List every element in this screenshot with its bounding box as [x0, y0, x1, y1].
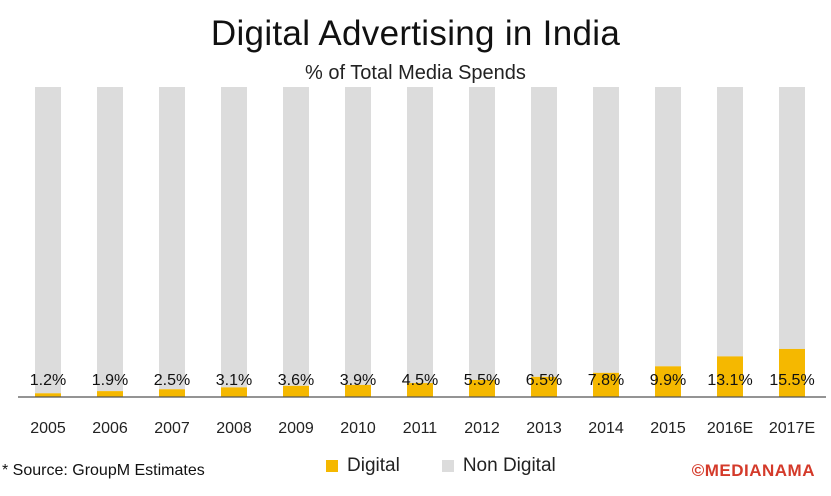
bar-digital-2009	[283, 385, 309, 397]
legend-swatch-non-digital	[441, 460, 454, 472]
bar-non-digital-2008	[221, 87, 247, 388]
x-tick-label-2007: 2007	[154, 420, 190, 437]
x-tick-label-2013: 2013	[526, 420, 562, 437]
bar-digital-2007	[159, 389, 185, 397]
bars-layer	[35, 87, 805, 397]
data-label-2009: 3.6%	[278, 372, 314, 389]
x-tick-label-2017E: 2017E	[769, 420, 815, 437]
bar-non-digital-2005	[35, 87, 61, 394]
x-tick-label-2015: 2015	[650, 420, 686, 437]
bar-digital-2012	[469, 379, 495, 397]
x-tick-label-2008: 2008	[216, 420, 252, 437]
data-label-2008: 3.1%	[216, 372, 252, 389]
bar-digital-2013	[531, 376, 557, 397]
bar-digital-2015	[655, 366, 681, 397]
bar-non-digital-2012	[469, 87, 495, 380]
x-tick-label-2016E: 2016E	[707, 420, 753, 437]
bar-digital-2006	[97, 391, 123, 397]
bar-digital-2005	[35, 393, 61, 397]
data-label-2006: 1.9%	[92, 372, 128, 389]
legend-item-digital: Digital	[326, 455, 400, 477]
x-tick-label-2005: 2005	[30, 420, 66, 437]
x-tick-label-2006: 2006	[92, 420, 128, 437]
bar-non-digital-2007	[159, 87, 185, 390]
bar-non-digital-2015	[655, 87, 681, 367]
labels-layer: 1.2% 2005 1.9% 2006 2.5% 2007 3.1% 2008 3.6% 2009…	[30, 372, 815, 437]
data-label-2016E: 13.1%	[707, 372, 752, 389]
x-tick-label-2012: 2012	[464, 420, 500, 437]
legend-label-digital: Digital	[347, 455, 400, 476]
x-tick-label-2010: 2010	[340, 420, 376, 437]
bar-digital-2016E	[717, 356, 743, 397]
legend-item-non-digital: Non Digital	[441, 455, 556, 477]
data-label-2014: 7.8%	[588, 372, 624, 389]
bar-non-digital-2010	[345, 87, 371, 385]
x-tick-label-2014: 2014	[588, 420, 624, 437]
legend-swatch-digital	[326, 460, 338, 472]
bar-non-digital-2011	[407, 87, 433, 384]
bar-non-digital-2017E	[779, 87, 805, 349]
bar-non-digital-2006	[97, 87, 123, 392]
data-label-2013: 6.5%	[526, 372, 562, 389]
data-label-2010: 3.9%	[340, 372, 376, 389]
chart-title: Digital Advertising in India	[210, 14, 621, 53]
chart-plot: 1.2% 2005 1.9% 2006 2.5% 2007 3.1% 2008 3.6% 2009…	[18, 87, 826, 437]
brand-logo-text: ©MEDIANAMA	[691, 461, 815, 480]
x-tick-label-2011: 2011	[403, 420, 438, 437]
bar-digital-2010	[345, 384, 371, 397]
data-label-2015: 9.9%	[650, 372, 686, 389]
data-label-2007: 2.5%	[154, 372, 190, 389]
bar-non-digital-2013	[531, 87, 557, 377]
bar-digital-2014	[593, 372, 619, 397]
legend: Digital Non Digital	[326, 455, 598, 477]
x-tick-label-2009: 2009	[278, 420, 314, 437]
bar-non-digital-2016E	[717, 87, 743, 357]
source-note: * Source: GroupM Estimates	[2, 462, 205, 479]
chart-subtitle: % of Total Media Spends	[305, 62, 526, 84]
data-label-2011: 4.5%	[402, 372, 438, 389]
bar-digital-2008	[221, 387, 247, 397]
data-label-2017E: 15.5%	[769, 372, 814, 389]
bar-digital-2011	[407, 383, 433, 397]
data-label-2005: 1.2%	[30, 372, 66, 389]
bar-digital-2017E	[779, 348, 805, 397]
data-label-2012: 5.5%	[464, 372, 500, 389]
legend-label-non-digital: Non Digital	[462, 455, 556, 476]
bar-non-digital-2014	[593, 87, 619, 373]
bar-non-digital-2009	[283, 87, 309, 386]
